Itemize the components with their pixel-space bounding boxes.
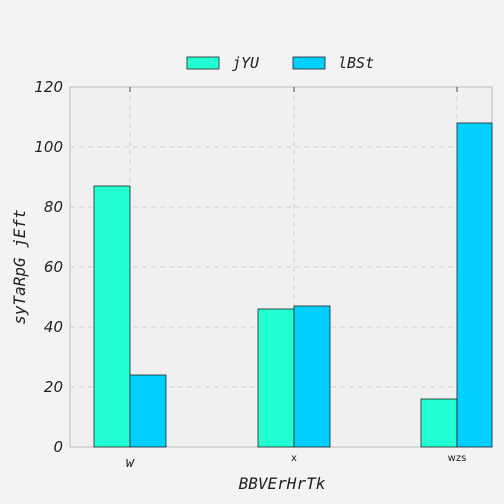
y-tick-label: 40 [44,318,63,336]
bar-jyu-x [257,308,295,448]
y-tick-label: 100 [34,138,63,156]
y-tick-label: 80 [44,198,63,216]
x-tick-label: wzs [448,453,467,464]
y-tick-label: 20 [44,378,63,396]
legend-swatch-lbst [292,56,326,70]
bar-lbst-x [293,305,331,448]
y-tick-label: 60 [44,258,63,276]
y-axis-title: syTaRpG jEft [10,209,29,325]
bar-jyu-wzs [420,398,458,448]
axis-ticks: 0 20 40 60 80 100 120 w x wzs [34,78,466,471]
legend-label-jyu: jYU [232,54,260,72]
bar-lbst-wzs [456,122,493,448]
legend-swatch-jyu [186,56,220,70]
legend: jYU lBSt [186,54,374,72]
bars [93,122,493,448]
x-axis-title: BBVErHrTk [239,474,326,493]
x-tick-label: w [126,455,135,471]
bar-jyu-w [93,185,131,448]
y-tick-label: 0 [53,438,63,456]
y-tick-label: 120 [34,78,63,96]
bar-lbst-w [129,374,167,448]
legend-label-lbst: lBSt [338,54,374,72]
x-tick-label: x [291,453,297,464]
